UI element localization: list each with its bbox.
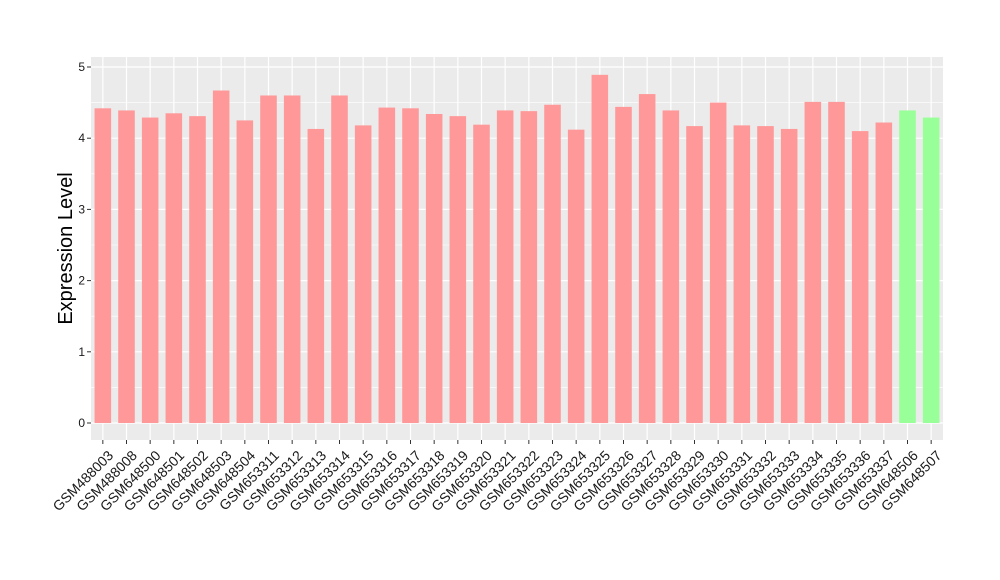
bar-gsm653312 xyxy=(283,95,301,423)
bar-gsm653311 xyxy=(260,95,277,423)
bar-gsm653326 xyxy=(615,106,632,423)
bar-gsm653331 xyxy=(733,125,751,423)
x-axis: GSM488003GSM488008GSM648500GSM648501GSM6… xyxy=(49,440,945,514)
y-tick-label: 4 xyxy=(78,131,85,145)
bar-gsm653322 xyxy=(520,111,538,424)
bar-gsm653329 xyxy=(686,126,703,423)
bar-gsm653337 xyxy=(875,122,893,423)
bar-gsm653336 xyxy=(851,131,869,423)
bar-gsm653319 xyxy=(449,116,467,424)
bar-gsm648501 xyxy=(165,113,183,423)
y-tick-label: 3 xyxy=(78,202,85,216)
bar-gsm653324 xyxy=(567,129,585,423)
bar-gsm653315 xyxy=(354,125,372,423)
y-tick-label: 2 xyxy=(78,274,85,288)
bar-gsm653332 xyxy=(757,126,774,423)
bar-gsm648502 xyxy=(189,116,206,424)
bar-gsm488003 xyxy=(94,108,112,424)
bar-gsm653330 xyxy=(709,102,727,423)
bar-gsm653317 xyxy=(402,108,419,424)
plot-panel xyxy=(91,57,943,440)
bars xyxy=(94,74,940,424)
bar-gsm488008 xyxy=(118,110,135,423)
y-tick-label: 0 xyxy=(78,416,85,430)
bar-gsm653335 xyxy=(828,101,845,423)
bar-gsm653313 xyxy=(307,128,325,423)
bar-gsm648506 xyxy=(899,110,916,423)
bar-gsm653325 xyxy=(591,74,609,423)
bar-gsm653321 xyxy=(496,110,514,423)
bar-gsm653323 xyxy=(544,104,561,424)
bar-gsm648500 xyxy=(141,117,159,423)
bar-gsm653314 xyxy=(331,95,348,423)
bar-gsm648504 xyxy=(236,120,254,424)
bar-gsm653334 xyxy=(804,101,822,423)
bar-gsm648503 xyxy=(212,90,230,423)
bar-gsm653327 xyxy=(638,94,656,423)
y-axis-title: Expression Level xyxy=(55,172,77,324)
bar-gsm653316 xyxy=(378,107,396,424)
bar-gsm648507 xyxy=(922,117,940,423)
bar-gsm653320 xyxy=(473,124,490,423)
y-axis: 0 1 2 3 4 5 xyxy=(78,60,91,430)
y-tick-label: 5 xyxy=(78,60,85,74)
bar-gsm653333 xyxy=(780,128,798,423)
y-tick-label: 1 xyxy=(78,345,85,359)
bar-gsm653328 xyxy=(662,110,680,423)
bar-gsm653318 xyxy=(425,113,443,423)
